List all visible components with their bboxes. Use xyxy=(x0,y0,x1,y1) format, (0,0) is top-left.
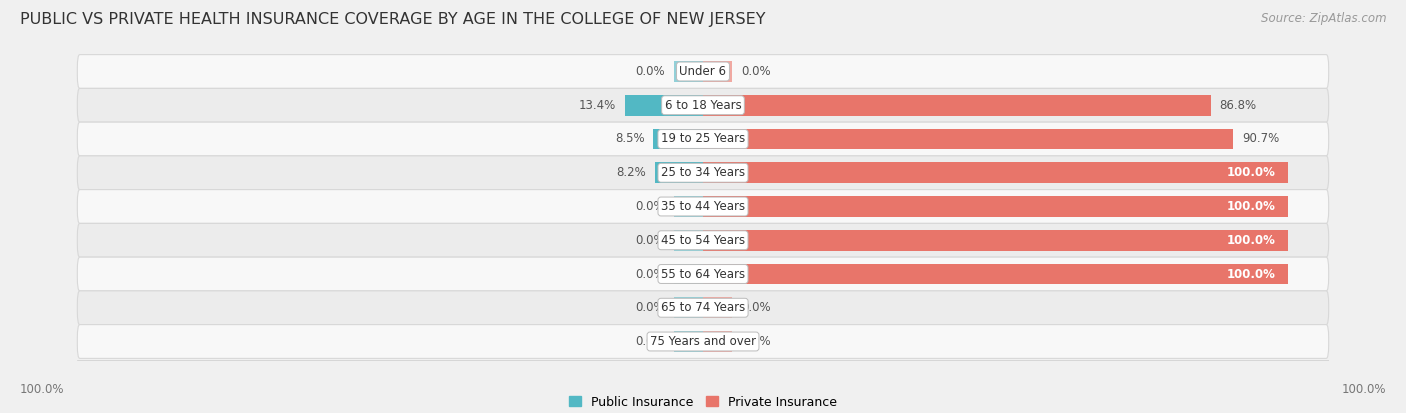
Bar xyxy=(703,128,1233,150)
Text: 75 Years and over: 75 Years and over xyxy=(650,335,756,348)
Text: 0.0%: 0.0% xyxy=(741,335,770,348)
Text: 6 to 18 Years: 6 to 18 Years xyxy=(665,99,741,112)
Text: 0.0%: 0.0% xyxy=(636,65,665,78)
Text: 100.0%: 100.0% xyxy=(1227,268,1277,280)
Bar xyxy=(624,95,703,116)
Text: 65 to 74 Years: 65 to 74 Years xyxy=(661,301,745,314)
Text: 100.0%: 100.0% xyxy=(1227,200,1277,213)
Text: Source: ZipAtlas.com: Source: ZipAtlas.com xyxy=(1261,12,1386,25)
FancyBboxPatch shape xyxy=(77,88,1329,122)
Text: 8.2%: 8.2% xyxy=(616,166,647,179)
Text: 25 to 34 Years: 25 to 34 Years xyxy=(661,166,745,179)
Text: 0.0%: 0.0% xyxy=(636,200,665,213)
Text: 55 to 64 Years: 55 to 64 Years xyxy=(661,268,745,280)
Bar xyxy=(703,162,1288,183)
Bar xyxy=(673,263,703,285)
Text: 19 to 25 Years: 19 to 25 Years xyxy=(661,133,745,145)
Text: 0.0%: 0.0% xyxy=(636,268,665,280)
Text: 86.8%: 86.8% xyxy=(1219,99,1257,112)
Text: 90.7%: 90.7% xyxy=(1241,133,1279,145)
FancyBboxPatch shape xyxy=(77,291,1329,325)
Legend: Public Insurance, Private Insurance: Public Insurance, Private Insurance xyxy=(564,391,842,413)
Bar xyxy=(703,263,1288,285)
Text: 100.0%: 100.0% xyxy=(1227,234,1277,247)
Text: 8.5%: 8.5% xyxy=(614,133,644,145)
FancyBboxPatch shape xyxy=(77,190,1329,223)
FancyBboxPatch shape xyxy=(77,122,1329,156)
Bar xyxy=(673,230,703,251)
Bar xyxy=(655,162,703,183)
Bar xyxy=(673,196,703,217)
FancyBboxPatch shape xyxy=(77,325,1329,358)
Bar xyxy=(703,61,733,82)
FancyBboxPatch shape xyxy=(77,156,1329,190)
Text: 100.0%: 100.0% xyxy=(1227,166,1277,179)
Text: 0.0%: 0.0% xyxy=(636,335,665,348)
Bar xyxy=(703,196,1288,217)
Text: 0.0%: 0.0% xyxy=(636,301,665,314)
Text: 35 to 44 Years: 35 to 44 Years xyxy=(661,200,745,213)
Bar xyxy=(673,331,703,352)
FancyBboxPatch shape xyxy=(77,257,1329,291)
Bar xyxy=(673,61,703,82)
FancyBboxPatch shape xyxy=(77,55,1329,88)
Text: PUBLIC VS PRIVATE HEALTH INSURANCE COVERAGE BY AGE IN THE COLLEGE OF NEW JERSEY: PUBLIC VS PRIVATE HEALTH INSURANCE COVER… xyxy=(20,12,765,27)
Text: 13.4%: 13.4% xyxy=(579,99,616,112)
Text: 100.0%: 100.0% xyxy=(20,384,65,396)
Bar xyxy=(654,128,703,150)
Text: 100.0%: 100.0% xyxy=(1341,384,1386,396)
FancyBboxPatch shape xyxy=(77,223,1329,257)
Bar xyxy=(703,331,733,352)
Text: 0.0%: 0.0% xyxy=(636,234,665,247)
Text: 45 to 54 Years: 45 to 54 Years xyxy=(661,234,745,247)
Text: Under 6: Under 6 xyxy=(679,65,727,78)
Bar xyxy=(673,297,703,318)
Bar xyxy=(703,230,1288,251)
Text: 0.0%: 0.0% xyxy=(741,65,770,78)
Bar xyxy=(703,297,733,318)
Text: 0.0%: 0.0% xyxy=(741,301,770,314)
Bar xyxy=(703,95,1211,116)
